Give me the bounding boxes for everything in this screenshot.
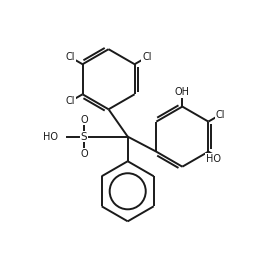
Text: O: O xyxy=(80,148,88,159)
Text: S: S xyxy=(81,132,87,142)
Text: HO: HO xyxy=(206,154,221,164)
Text: Cl: Cl xyxy=(216,110,225,120)
Text: Cl: Cl xyxy=(66,52,75,62)
Text: HO: HO xyxy=(43,132,58,142)
Text: OH: OH xyxy=(175,87,190,97)
Text: Cl: Cl xyxy=(142,52,152,62)
Text: O: O xyxy=(80,115,88,125)
Text: Cl: Cl xyxy=(66,96,75,106)
